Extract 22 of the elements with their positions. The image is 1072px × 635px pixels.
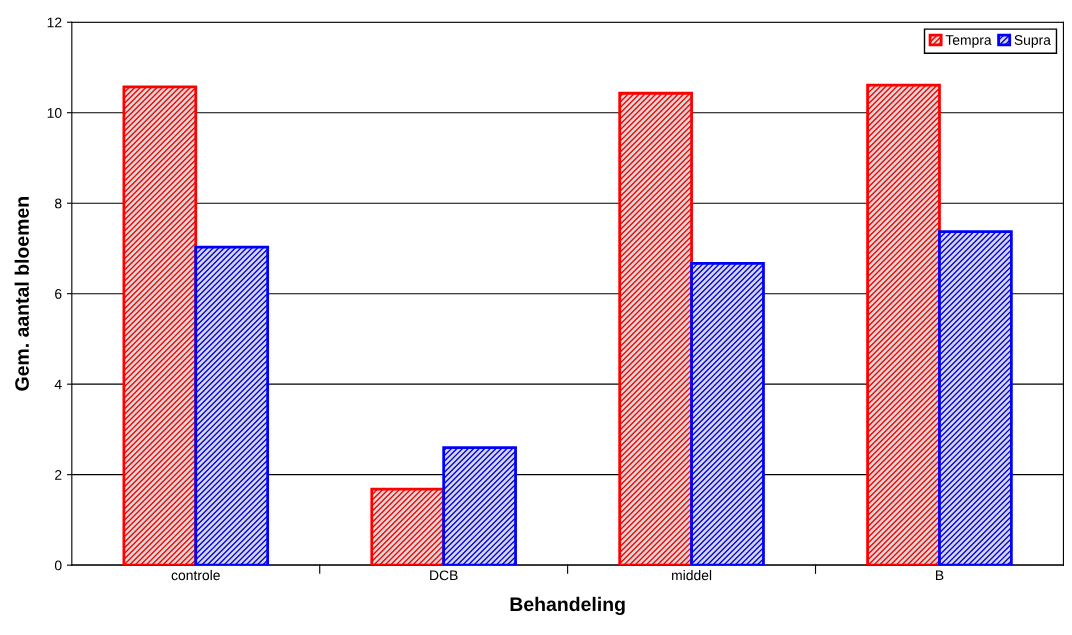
y-tick-label: 10: [47, 108, 62, 118]
bar: [194, 245, 270, 566]
y-tick-label: 6: [55, 289, 62, 299]
x-tick-label: middel: [672, 570, 712, 581]
bar: [938, 230, 1013, 566]
y-tick-label: 4: [54, 379, 62, 390]
y-tick-label: 12: [47, 17, 62, 28]
legend-label: Tempra: [945, 35, 992, 48]
y-axis-title: Gem. aantal bloemen: [14, 197, 29, 391]
legend-label: Supra: [1014, 35, 1051, 48]
x-axis-title: Behandeling: [510, 596, 625, 616]
bar: [122, 85, 198, 566]
y-tick-label: 0: [54, 560, 62, 571]
bar: [442, 446, 517, 566]
x-tick-label: B: [935, 570, 944, 581]
bar: [618, 91, 693, 566]
x-tick-label: DCB: [430, 570, 458, 581]
y-tick-label: 8: [54, 198, 62, 209]
bar: [866, 83, 941, 566]
bar: [690, 261, 765, 566]
x-tick-label: controle: [171, 570, 220, 581]
y-tick-label: 2: [55, 470, 62, 480]
